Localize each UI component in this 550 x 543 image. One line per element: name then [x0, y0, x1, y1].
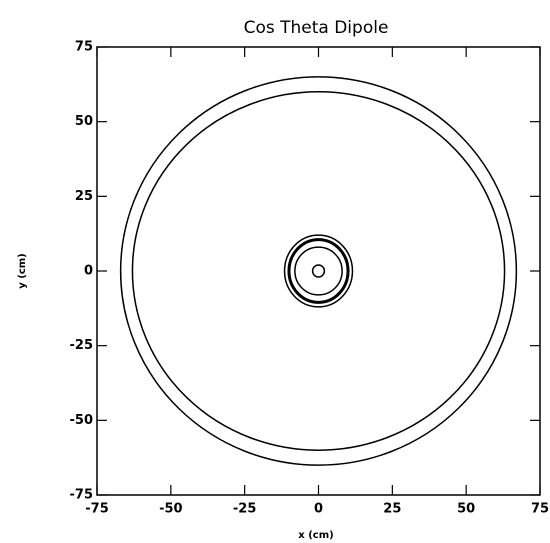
y-tick-label: 75	[75, 40, 93, 55]
x-tick-label: 25	[383, 502, 401, 517]
ring	[283, 234, 354, 308]
ring	[294, 246, 343, 296]
ring	[131, 91, 506, 451]
y-tick-label: -50	[70, 413, 94, 428]
y-tick-label: 25	[75, 189, 93, 204]
plot-frame	[96, 46, 541, 496]
x-tick-label: 0	[314, 502, 323, 517]
chart-title: Cos Theta Dipole	[244, 18, 389, 38]
x-tick-label: -75	[85, 502, 109, 517]
ring	[287, 238, 350, 304]
x-tick-label: 75	[531, 502, 549, 517]
ring	[311, 264, 326, 278]
x-axis-label: x (cm)	[298, 530, 333, 541]
y-axis-label: y (cm)	[17, 253, 28, 289]
x-tick-label: -25	[233, 502, 257, 517]
x-tick-label: -50	[159, 502, 183, 517]
y-tick-label: -75	[70, 488, 94, 503]
ring	[119, 76, 518, 466]
y-tick-label: 50	[75, 114, 93, 129]
y-tick-label: 0	[84, 264, 93, 279]
x-tick-label: 50	[457, 502, 475, 517]
y-tick-label: -25	[70, 338, 94, 353]
